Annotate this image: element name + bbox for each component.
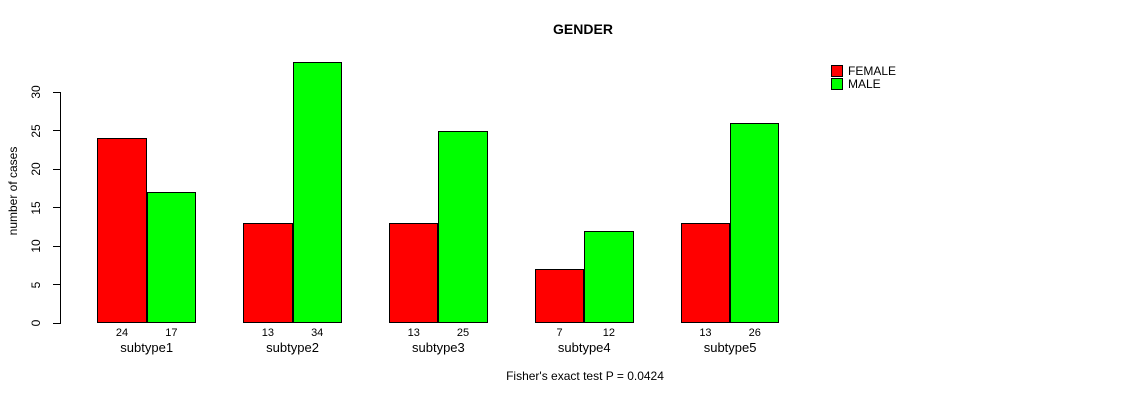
y-axis-tick-label: 20: [29, 162, 43, 176]
bar-value-label: 12: [602, 327, 616, 339]
bar-value-label: 34: [311, 327, 324, 339]
bar-value-label: 13: [699, 327, 712, 339]
bar-male-subtype5: [730, 123, 780, 323]
y-axis-tick: [53, 245, 61, 247]
legend-swatch-male: [831, 78, 843, 90]
bar-value-label: 26: [748, 327, 761, 339]
bar-male-subtype4: [584, 230, 634, 323]
bar-value-label: 13: [261, 327, 275, 339]
legend-item-male: MALE: [831, 78, 896, 90]
category-label-subtype5: subtype5: [703, 340, 757, 355]
legend-swatch-female: [831, 65, 843, 77]
bar-male-subtype3: [438, 130, 488, 323]
bar-value-label: 13: [407, 327, 420, 339]
category-label-subtype3: subtype3: [412, 340, 465, 355]
legend-label: MALE: [848, 77, 881, 91]
bar-value-label: 25: [456, 327, 470, 339]
bar-value-label: 17: [165, 327, 178, 339]
bar-female-subtype4: [534, 269, 585, 323]
legend: FEMALE MALE: [831, 65, 896, 90]
bar-female-subtype5: [680, 223, 731, 323]
category-label-subtype4: subtype4: [557, 340, 611, 355]
y-axis-tick-label: 10: [29, 239, 43, 253]
y-axis-tick: [53, 322, 61, 324]
bar-male-subtype1: [146, 192, 196, 323]
y-axis-tick-label: 30: [29, 85, 43, 99]
bar-value-label: 7: [556, 327, 563, 339]
legend-item-female: FEMALE: [831, 65, 896, 77]
y-axis-tick: [53, 168, 61, 170]
caption-text: Fisher's exact test P = 0.0424: [506, 369, 664, 383]
y-axis-tick-label: 15: [29, 200, 43, 215]
bar-male-subtype2: [292, 61, 342, 323]
y-axis-tick-label: 5: [29, 281, 43, 288]
y-axis-tick: [53, 284, 61, 286]
legend-label: FEMALE: [848, 64, 897, 78]
bar-value-label: 24: [115, 327, 129, 339]
bar-female-subtype2: [243, 223, 293, 323]
y-axis-tick: [53, 207, 61, 209]
chart-title: GENDER: [553, 21, 613, 37]
category-label-subtype2: subtype2: [266, 340, 319, 355]
category-label-subtype1: subtype1: [120, 340, 174, 355]
y-axis-tick: [53, 91, 61, 93]
y-axis-label: number of cases: [6, 146, 20, 236]
bar-female-subtype1: [97, 138, 147, 323]
y-axis-tick-label: 0: [29, 319, 43, 327]
y-axis-tick: [53, 130, 61, 132]
bar-female-subtype3: [389, 223, 439, 323]
y-axis-tick-label: 25: [29, 124, 43, 138]
